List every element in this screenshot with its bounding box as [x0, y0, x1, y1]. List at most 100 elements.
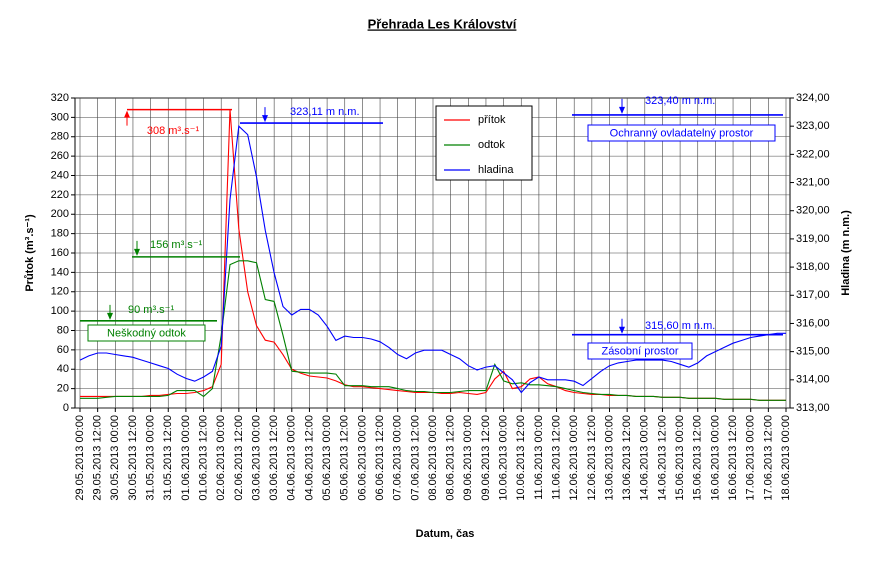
y-tick-label: 100	[51, 305, 69, 317]
y2-tick-label: 324,00	[796, 92, 830, 104]
x-tick-label: 17.06.2013 00:00	[745, 415, 757, 501]
arrow-head	[107, 312, 113, 320]
zone-label: Neškodný odtok	[107, 327, 186, 339]
x-tick-label: 17.06.2013 12:00	[762, 415, 774, 501]
y2-tick-label: 317,00	[796, 289, 830, 301]
x-tick-label: 01.06.2013 12:00	[197, 415, 209, 501]
x-tick-label: 04.06.2013 00:00	[286, 415, 298, 501]
y-tick-label: 260	[51, 150, 69, 162]
x-tick-label: 29.05.2013 12:00	[92, 415, 104, 501]
annotation-label: 315,60 m n.m.	[645, 320, 715, 332]
legend-label: hladina	[478, 164, 514, 176]
y2-tick-label: 321,00	[796, 176, 830, 188]
x-tick-label: 16.06.2013 12:00	[727, 415, 739, 501]
x-tick-label: 09.06.2013 00:00	[462, 415, 474, 501]
x-tick-label: 30.05.2013 00:00	[109, 415, 121, 501]
x-tick-label: 05.06.2013 12:00	[339, 415, 351, 501]
zone-box	[587, 124, 776, 142]
x-tick-label: 07.06.2013 00:00	[392, 415, 404, 501]
arrow-head	[619, 326, 625, 334]
annotation-label: 308 m³.s⁻¹	[147, 125, 200, 137]
y-tick-label: 180	[51, 228, 69, 240]
y2-tick-label: 313,00	[796, 402, 830, 414]
y-tick-label: 160	[51, 247, 69, 259]
x-tick-label: 15.06.2013 12:00	[692, 415, 704, 501]
x-tick-label: 11.06.2013 12:00	[550, 415, 562, 500]
arrow-head	[619, 106, 625, 114]
zone-box	[587, 342, 693, 360]
x-tick-label: 08.06.2013 00:00	[427, 415, 439, 501]
y-tick-label: 300	[51, 111, 69, 123]
y-axis-label: Průtok (m³.s⁻¹)	[24, 214, 36, 292]
y-tick-label: 80	[57, 324, 69, 336]
x-tick-label: 13.06.2013 00:00	[603, 415, 615, 501]
y-tick-label: 60	[57, 344, 69, 356]
arrow-head	[134, 248, 140, 256]
x-tick-label: 15.06.2013 00:00	[674, 415, 686, 501]
y2-tick-label: 318,00	[796, 261, 830, 273]
x-tick-label: 05.06.2013 00:00	[321, 415, 333, 501]
x-tick-label: 06.06.2013 12:00	[374, 415, 386, 501]
zone-label: Ochranný ovladatelný prostor	[610, 127, 754, 139]
x-tick-label: 12.06.2013 00:00	[568, 415, 580, 501]
plot-area: 0 20 40 60 80 100 120 140 160 180 200 220 240 260 280 3…	[51, 92, 830, 501]
x-tick-label: 13.06.2013 12:00	[621, 415, 633, 501]
y2-tick-label: 322,00	[796, 148, 830, 160]
x-axis-label: Datum, čas	[416, 528, 475, 540]
legend: přítok odtok hladina	[435, 105, 533, 181]
legend-box	[435, 105, 533, 181]
x-tick-label: 30.05.2013 12:00	[127, 415, 139, 501]
x-tick-label: 09.06.2013 12:00	[480, 415, 492, 501]
annotation-label: 323,40 m n.m.	[645, 95, 715, 107]
arrow-head	[124, 110, 130, 118]
y-tick-label: 240	[51, 169, 69, 181]
y-tick-label: 200	[51, 208, 69, 220]
x-tick-label: 12.06.2013 12:00	[586, 415, 598, 501]
zone-box	[87, 324, 206, 342]
series-line	[79, 125, 786, 394]
y2-tick-label: 323,00	[796, 120, 830, 132]
y-tick-label: 120	[51, 286, 69, 298]
y2-tick-label: 319,00	[796, 233, 830, 245]
x-tick-label: 08.06.2013 12:00	[445, 415, 457, 501]
annotation-label: 156 m³.s⁻¹	[150, 239, 203, 251]
y-tick-label: 140	[51, 266, 69, 278]
x-tick-label: 06.06.2013 00:00	[356, 415, 368, 501]
x-tick-label: 29.05.2013 00:00	[74, 415, 86, 501]
x-tick-label: 07.06.2013 12:00	[409, 415, 421, 501]
y2-axis-label: Hladina (m n.m.)	[840, 210, 852, 296]
x-tick-label: 14.06.2013 12:00	[656, 415, 668, 501]
legend-label: odtok	[478, 139, 505, 151]
series-line	[80, 260, 786, 401]
y-tick-label: 0	[63, 402, 69, 414]
annotation-label: 90 m³.s⁻¹	[128, 304, 174, 316]
x-tick-label: 03.06.2013 00:00	[250, 415, 262, 501]
x-tick-label: 16.06.2013 00:00	[709, 415, 721, 501]
x-tick-label: 18.06.2013 00:00	[780, 415, 792, 501]
x-tick-label: 10.06.2013 12:00	[515, 415, 527, 501]
arrow-head	[262, 115, 268, 123]
x-tick-label: 14.06.2013 00:00	[639, 415, 651, 501]
y2-tick-label: 320,00	[796, 205, 830, 217]
x-tick-label: 04.06.2013 12:00	[303, 415, 315, 501]
x-tick-label: 02.06.2013 12:00	[233, 415, 245, 501]
x-tick-label: 02.06.2013 00:00	[215, 415, 227, 501]
y2-tick-label: 315,00	[796, 346, 830, 358]
chart-title: Přehrada Les Království	[368, 16, 517, 31]
y-tick-label: 40	[57, 363, 69, 375]
zone-label: Zásobní prostor	[601, 345, 678, 357]
legend-label: přítok	[478, 114, 506, 126]
x-tick-label: 01.06.2013 00:00	[180, 415, 192, 501]
y2-tick-label: 314,00	[796, 374, 830, 386]
x-tick-label: 03.06.2013 12:00	[268, 415, 280, 501]
x-tick-label: 31.05.2013 00:00	[145, 415, 157, 501]
x-tick-label: 10.06.2013 00:00	[498, 415, 510, 501]
y-tick-label: 220	[51, 189, 69, 201]
y-tick-label: 320	[51, 92, 69, 104]
x-tick-label: 31.05.2013 12:00	[162, 415, 174, 501]
y2-tick-label: 316,00	[796, 317, 830, 329]
annotation-label: 323,11 m n.m.	[290, 106, 360, 118]
y-tick-label: 280	[51, 131, 69, 143]
x-tick-label: 11.06.2013 00:00	[533, 415, 545, 500]
